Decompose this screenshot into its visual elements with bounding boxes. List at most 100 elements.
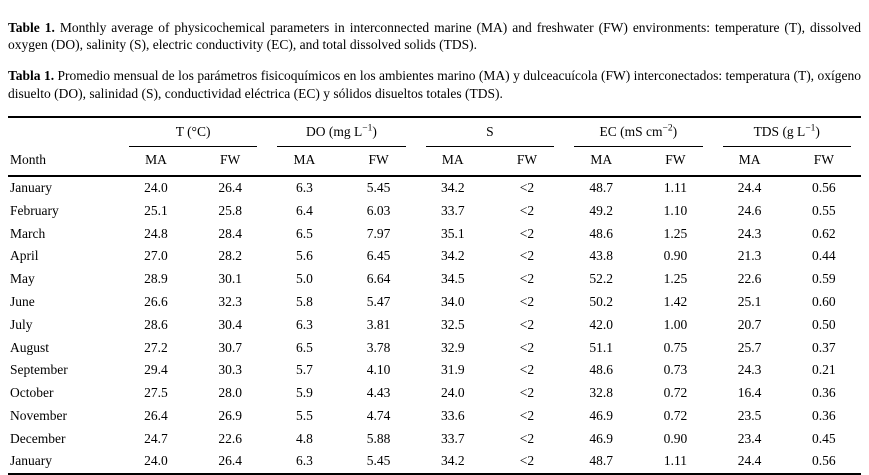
table-row: September 29.4 30.3 5.7 4.10 31.9 <2 48.…: [8, 359, 861, 382]
cell-total-dissolved-solids-fw: 0.62: [812, 225, 836, 241]
caption-spanish: Tabla 1. Promedio mensual de los parámet…: [8, 67, 861, 102]
cell-salinity-fw: <2: [519, 180, 535, 196]
cell-total-dissolved-solids-fw: 0.36: [812, 385, 836, 401]
table-row: February 25.1 25.8 6.4 6.03 33.7 <2 49.2…: [8, 199, 861, 222]
cell-salinity-ma: 33.7: [440, 430, 465, 446]
column-group-electric-conductivity-label: EC (mS cm−2): [574, 123, 703, 147]
cell-electric-conductivity-ma: 49.2: [589, 202, 613, 218]
cell-total-dissolved-solids-ma: 24.3: [737, 362, 762, 378]
cell-electric-conductivity-fw: 0.72: [663, 407, 688, 423]
table-header: Month T (°C) DO (mg L−1) S EC (mS cm−2) …: [8, 116, 861, 177]
cell-electric-conductivity-ma: 51.1: [589, 339, 613, 355]
cell-temperature-ma: 24.0: [144, 180, 168, 196]
subcolumn-header-t-ma: MA: [118, 146, 194, 177]
cell-total-dissolved-solids-ma: 25.1: [737, 293, 762, 309]
caption-spanish-text: Promedio mensual de los parámetros fisic…: [8, 68, 861, 101]
cell-dissolved-oxygen-fw: 4.43: [366, 385, 391, 401]
cell-month: December: [10, 430, 66, 446]
data-table: Month T (°C) DO (mg L−1) S EC (mS cm−2) …: [8, 115, 861, 475]
cell-temperature-ma: 27.0: [144, 248, 168, 264]
cell-electric-conductivity-fw: 0.75: [663, 339, 688, 355]
caption-english-text: Monthly average of physicochemical param…: [8, 19, 861, 53]
cell-total-dissolved-solids-ma: 25.7: [737, 339, 762, 355]
cell-electric-conductivity-fw: 0.73: [663, 362, 688, 378]
cell-dissolved-oxygen-fw: 6.64: [366, 271, 391, 287]
subheader-row: MA FW MA FW MA FW MA FW MA FW: [8, 146, 861, 177]
cell-total-dissolved-solids-ma: 23.5: [737, 407, 762, 423]
cell-salinity-fw: <2: [519, 202, 535, 218]
subcolumn-header-ec-ma: MA: [564, 146, 639, 177]
cell-dissolved-oxygen-ma: 4.8: [295, 430, 313, 446]
column-group-temperature-label: T (°C): [128, 123, 258, 147]
cell-salinity-ma: 34.2: [440, 453, 465, 469]
table-row: March 24.8 28.4 6.5 7.97 35.1 <2 48.6 1.…: [8, 222, 861, 245]
cell-electric-conductivity-ma: 46.9: [589, 407, 613, 423]
table-row: November 26.4 26.9 5.5 4.74 33.6 <2 46.9…: [8, 405, 861, 428]
cell-month: November: [10, 407, 67, 423]
cell-temperature-fw: 30.4: [218, 316, 242, 332]
table-row: July 28.6 30.4 6.3 3.81 32.5 <2 42.0 1.0…: [8, 313, 861, 336]
cell-temperature-ma: 25.1: [144, 202, 168, 218]
cell-dissolved-oxygen-ma: 6.5: [295, 339, 313, 355]
cell-electric-conductivity-ma: 48.7: [589, 180, 613, 196]
cell-electric-conductivity-ma: 42.0: [589, 316, 613, 332]
cell-salinity-fw: <2: [519, 248, 535, 264]
column-group-temperature: T (°C): [119, 117, 267, 147]
subcolumn-header-t-fw: FW: [193, 146, 268, 177]
cell-salinity-ma: 33.7: [440, 202, 465, 218]
cell-salinity-ma: 34.2: [440, 180, 465, 196]
cell-salinity-fw: <2: [519, 430, 535, 446]
table-row: October 27.5 28.0 5.9 4.43 24.0 <2 32.8 …: [8, 382, 861, 405]
cell-temperature-ma: 24.0: [144, 453, 168, 469]
cell-total-dissolved-solids-fw: 0.37: [812, 339, 836, 355]
column-group-total-dissolved-solids-label: TDS (g L−1): [722, 123, 851, 147]
cell-dissolved-oxygen-fw: 7.97: [366, 225, 391, 241]
subcolumn-header-s-ma: MA: [415, 146, 490, 177]
cell-month: May: [10, 271, 35, 287]
cell-electric-conductivity-fw: 1.42: [663, 293, 688, 309]
cell-dissolved-oxygen-fw: 6.03: [366, 202, 391, 218]
cell-electric-conductivity-ma: 50.2: [589, 293, 613, 309]
cell-salinity-ma: 32.5: [440, 316, 465, 332]
cell-temperature-fw: 28.0: [218, 385, 242, 401]
cell-month: July: [10, 316, 33, 332]
cell-month: October: [10, 385, 54, 401]
cell-dissolved-oxygen-fw: 5.88: [366, 430, 391, 446]
table-row: December 24.7 22.6 4.8 5.88 33.7 <2 46.9…: [8, 427, 861, 450]
cell-dissolved-oxygen-ma: 6.3: [295, 180, 313, 196]
cell-total-dissolved-solids-fw: 0.55: [812, 202, 836, 218]
cell-total-dissolved-solids-fw: 0.44: [812, 248, 836, 264]
cell-electric-conductivity-ma: 32.8: [589, 385, 613, 401]
column-group-salinity-label: S: [425, 123, 555, 147]
cell-total-dissolved-solids-ma: 24.3: [737, 225, 762, 241]
subcolumn-header-s-fw: FW: [489, 146, 565, 177]
cell-dissolved-oxygen-fw: 4.10: [366, 362, 391, 378]
cell-electric-conductivity-fw: 1.11: [663, 453, 687, 469]
cell-total-dissolved-solids-ma: 24.4: [737, 180, 762, 196]
column-group-salinity: S: [416, 117, 564, 147]
subcolumn-header-tds-ma: MA: [712, 146, 787, 177]
cell-dissolved-oxygen-fw: 3.78: [366, 339, 391, 355]
table-row: January 24.0 26.4 6.3 5.45 34.2 <2 48.7 …: [8, 176, 861, 200]
cell-total-dissolved-solids-fw: 0.36: [812, 407, 836, 423]
cell-temperature-fw: 32.3: [218, 293, 242, 309]
cell-electric-conductivity-ma: 48.6: [589, 362, 613, 378]
cell-dissolved-oxygen-fw: 5.45: [366, 180, 391, 196]
cell-total-dissolved-solids-ma: 16.4: [737, 385, 762, 401]
cell-dissolved-oxygen-ma: 6.5: [295, 225, 313, 241]
subcolumn-header-do-fw: FW: [341, 146, 416, 177]
group-header-row: Month T (°C) DO (mg L−1) S EC (mS cm−2) …: [8, 116, 861, 177]
cell-electric-conductivity-ma: 43.8: [589, 248, 613, 264]
cell-total-dissolved-solids-fw: 0.56: [812, 453, 836, 469]
cell-salinity-ma: 35.1: [440, 225, 465, 241]
cell-temperature-ma: 26.4: [144, 407, 168, 423]
table-row: June 26.6 32.3 5.8 5.47 34.0 <2 50.2 1.4…: [8, 291, 861, 314]
column-group-electric-conductivity: EC (mS cm−2): [564, 117, 712, 147]
cell-salinity-ma: 34.5: [440, 271, 465, 287]
cell-dissolved-oxygen-fw: 5.45: [366, 453, 391, 469]
cell-temperature-fw: 25.8: [218, 202, 242, 218]
cell-month: April: [10, 248, 39, 264]
cell-dissolved-oxygen-ma: 5.8: [295, 293, 313, 309]
cell-temperature-ma: 26.6: [144, 293, 168, 309]
